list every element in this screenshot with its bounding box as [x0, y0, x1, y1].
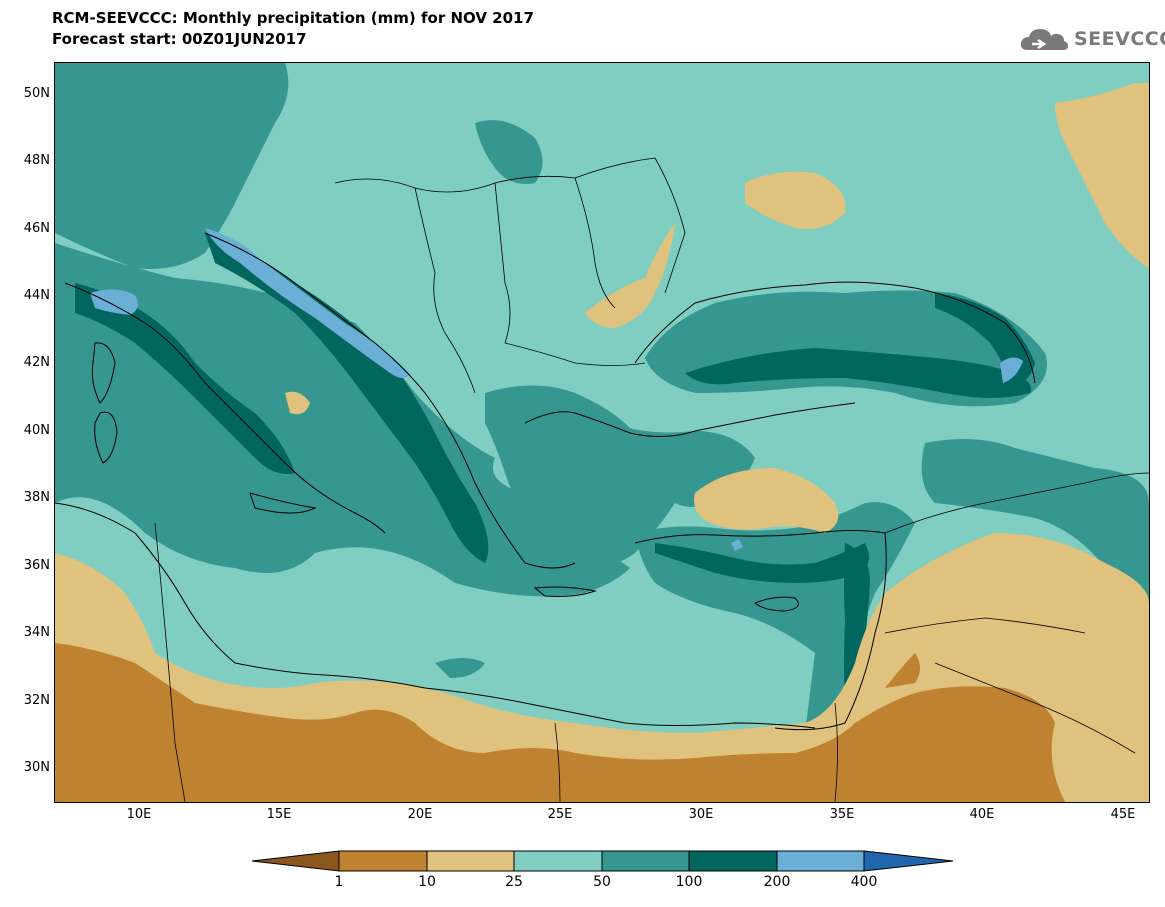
- precip-zone-arabia-driest: [885, 653, 920, 688]
- precip-zone-central-med: [55, 243, 630, 597]
- precip-zone-ukraine-dry: [745, 171, 846, 229]
- lat-label-46n: 46N: [23, 221, 50, 236]
- precip-zone-east-anatolia: [921, 439, 1149, 653]
- lat-label-34n: 34N: [23, 625, 50, 640]
- precip-zone-sahara-driest: [55, 643, 1065, 802]
- coastline-lines: [55, 232, 1036, 731]
- lon-label-15e: 15E: [266, 807, 292, 822]
- lon-label-20e: 20E: [407, 807, 433, 822]
- precip-zone-anatolia-core: [655, 543, 869, 583]
- colorbar-segment-10-25: [426, 850, 515, 872]
- colorbar-segment-below-1: [251, 850, 340, 872]
- colorbar-segment-above-400: [863, 850, 954, 872]
- precip-zone-anatolia-dry: [694, 468, 839, 533]
- precip-zone-russia-dry: [1055, 83, 1149, 268]
- lon-label-40e: 40E: [969, 807, 995, 822]
- lat-label-44n: 44N: [23, 288, 50, 303]
- colorbar-segment-1-10: [338, 850, 428, 872]
- colorbar-label-10: 10: [418, 874, 436, 890]
- precip-zone-romania-dry: [585, 223, 675, 328]
- colorbar-label-50: 50: [593, 874, 611, 890]
- cloud-logo-icon: [1020, 29, 1068, 50]
- colorbar-segment-100-200: [688, 850, 778, 872]
- map-canvas: [55, 63, 1149, 802]
- lat-label-38n: 38N: [23, 490, 50, 505]
- map-subtitle: Forecast start: 00Z01JUN2017: [52, 30, 307, 48]
- lat-label-32n: 32N: [23, 693, 50, 708]
- colorbar: [251, 850, 954, 872]
- precip-zone-greece: [485, 385, 755, 565]
- lat-label-30n: 30N: [23, 760, 50, 775]
- logo-text: SEEVCCC: [1074, 28, 1165, 50]
- lat-label-42n: 42N: [23, 355, 50, 370]
- colorbar-segment-25-50: [513, 850, 603, 872]
- precip-zone-adriatic-west: [55, 63, 289, 269]
- precip-zone-italy-dry: [285, 391, 310, 415]
- colorbar-label-1: 1: [334, 874, 344, 890]
- lat-label-36n: 36N: [23, 558, 50, 573]
- map-title: RCM-SEEVCCC: Monthly precipitation (mm) …: [52, 9, 534, 27]
- lat-label-40n: 40N: [23, 423, 50, 438]
- precip-zone-south-coast: [435, 658, 485, 678]
- seevccc-logo: SEEVCCC: [1018, 22, 1165, 56]
- precip-zone-italy-core: [75, 283, 295, 474]
- precip-zone-levant-core: [844, 543, 870, 703]
- border-lines: [154, 157, 1149, 802]
- lon-label-25e: 25E: [547, 807, 573, 822]
- precipitation-map: [54, 62, 1150, 803]
- lat-label-50n: 50N: [23, 86, 50, 101]
- precip-zone-croatia-peak: [205, 228, 410, 378]
- precip-zone-crete-peak: [731, 539, 743, 551]
- colorbar-label-400: 400: [850, 874, 878, 890]
- precip-zone-north-carpathian: [475, 120, 543, 184]
- lon-label-30e: 30E: [688, 807, 714, 822]
- colorbar-segment-200-400: [776, 850, 865, 872]
- lon-label-45e: 45E: [1110, 807, 1136, 822]
- precip-zone-georgia-peak: [1000, 357, 1023, 383]
- lat-label-48n: 48N: [23, 153, 50, 168]
- precip-zone-adriatic-core: [205, 233, 489, 563]
- lon-label-35e: 35E: [829, 807, 855, 822]
- colorbar-label-100: 100: [675, 874, 703, 890]
- precip-zone-black-sea-core: [685, 348, 1031, 398]
- colorbar-label-25: 25: [505, 874, 523, 890]
- map-title-block: RCM-SEEVCCC: Monthly precipitation (mm) …: [52, 8, 534, 50]
- precip-zone-liguria-peak: [90, 289, 139, 315]
- colorbar-segment-50-100: [601, 850, 690, 872]
- lon-label-10e: 10E: [126, 807, 152, 822]
- colorbar-label-200: 200: [763, 874, 791, 890]
